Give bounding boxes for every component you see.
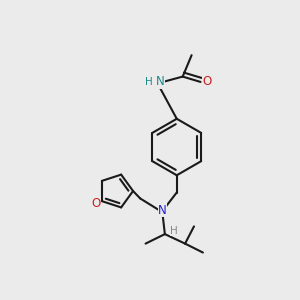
Text: H: H xyxy=(145,76,153,87)
Text: H: H xyxy=(170,226,178,236)
Text: N: N xyxy=(158,203,167,217)
Text: O: O xyxy=(202,74,212,88)
Text: O: O xyxy=(91,197,101,210)
Text: N: N xyxy=(156,75,165,88)
